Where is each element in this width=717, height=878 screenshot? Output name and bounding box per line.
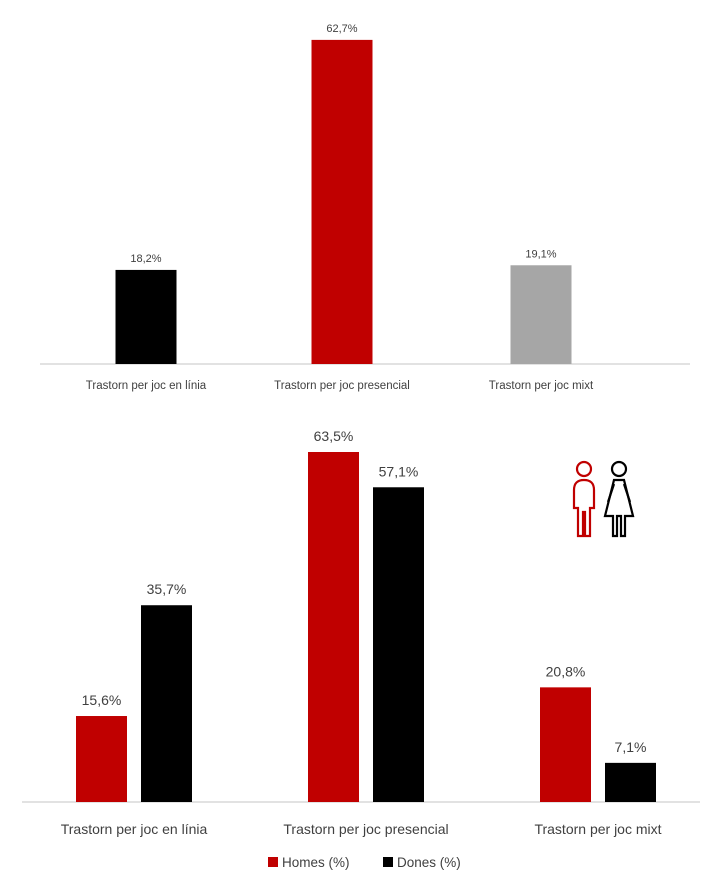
x-tick-label: Trastorn per joc mixt (534, 821, 661, 837)
data-label: 63,5% (314, 428, 354, 444)
data-label: 7,1% (615, 739, 647, 755)
data-label: 20,8% (546, 663, 586, 679)
bar-dones (141, 605, 192, 802)
legend-swatch (268, 857, 278, 867)
legend: Homes (%) Dones (%) (268, 855, 461, 870)
bar-dones (373, 487, 424, 802)
legend-swatch (383, 857, 393, 867)
bar (510, 265, 572, 364)
bar (311, 39, 373, 365)
data-label: 15,6% (82, 692, 122, 708)
bar-homes (308, 452, 359, 802)
data-label: 35,7% (147, 581, 187, 597)
legend-label: Homes (%) (282, 855, 350, 870)
data-label: 62,7% (326, 23, 357, 35)
chart-by-gender: 15,6% 35,7% Trastorn per joc en línia 63,5%… (22, 428, 700, 870)
chart-total-by-type: 18,2% Trastorn per joc en línia 62,7% Trast… (40, 23, 690, 392)
male-figure-icon (572, 460, 596, 538)
legend-label: Dones (%) (397, 855, 461, 870)
x-tick-label: Trastorn per joc presencial (274, 380, 410, 392)
data-label: 57,1% (379, 463, 419, 479)
x-tick-label: Trastorn per joc mixt (489, 380, 594, 392)
bar-homes (540, 687, 591, 802)
female-figure-icon (603, 460, 635, 538)
bar (115, 269, 177, 364)
x-tick-label: Trastorn per joc presencial (283, 821, 448, 837)
bar-homes (76, 716, 127, 802)
data-label: 18,2% (130, 253, 161, 265)
data-label: 19,1% (525, 248, 556, 260)
bar-dones (605, 762, 656, 802)
x-tick-label: Trastorn per joc en línia (61, 821, 208, 837)
x-tick-label: Trastorn per joc en línia (86, 380, 207, 392)
